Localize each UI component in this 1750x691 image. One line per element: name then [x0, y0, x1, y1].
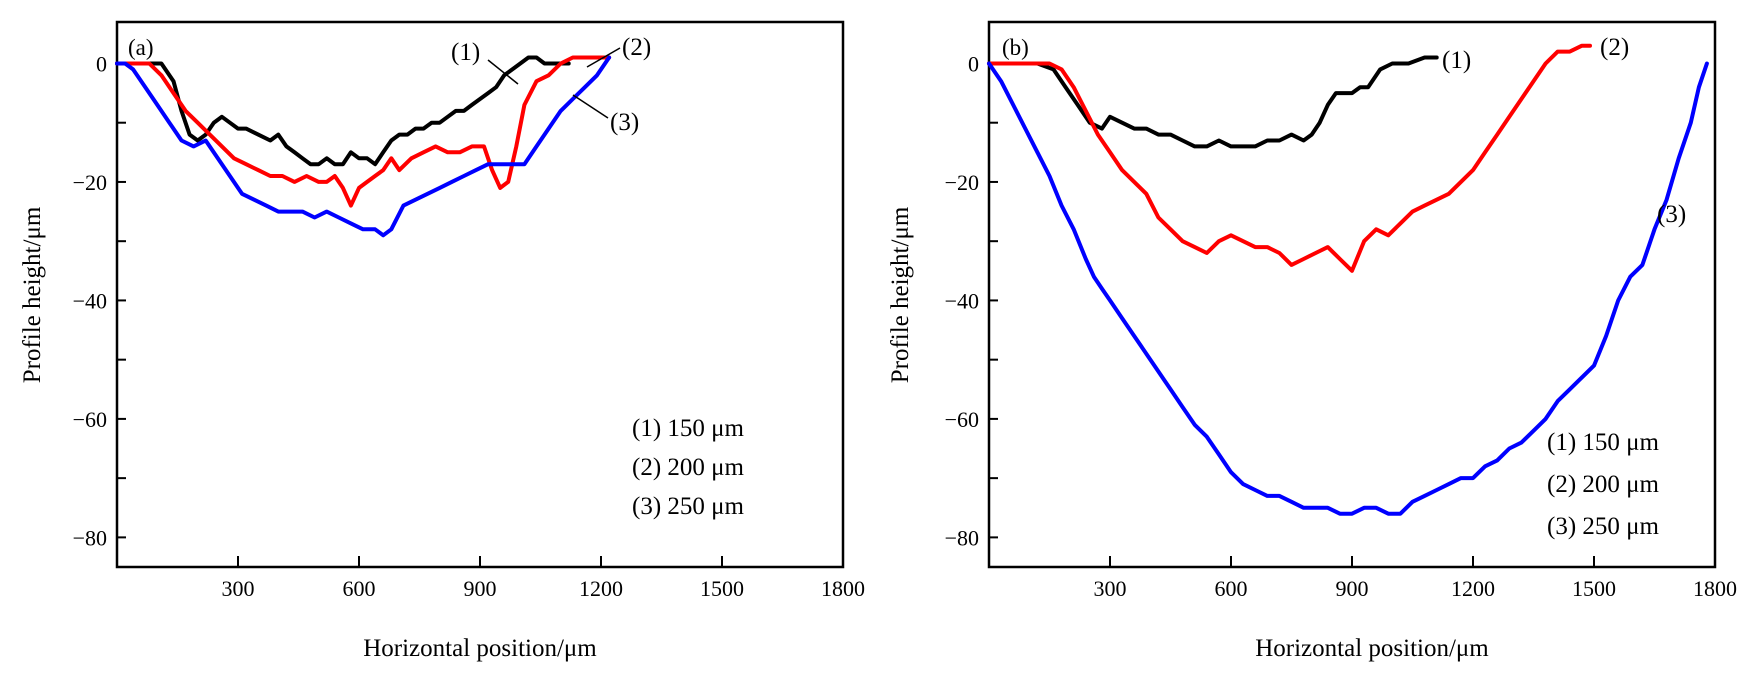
x-tick-label: 1800	[1693, 576, 1737, 601]
x-axis-title: Horizontal position/μm	[1255, 635, 1489, 662]
curve-label-3-leader	[572, 94, 609, 119]
chart-panel-b: 300 600 900 1200 1500 1800 0 −20 −40 −60 −80 (b) H…	[887, 20, 1737, 662]
x-tick-label: 900	[464, 576, 497, 601]
x-tick-label: 1500	[1572, 576, 1616, 601]
series-line-3	[115, 55, 612, 238]
panel-label: (b)	[1002, 35, 1029, 60]
series-line-3	[987, 61, 1709, 516]
legend-entry-3: (3) 250 μm	[632, 493, 745, 520]
x-tick-label: 1800	[821, 576, 865, 601]
chart-panel-a: 300 600 900 1200 1500 1800 0 −20 −40 −60 −80 (a) H…	[19, 20, 865, 662]
plot-frame	[115, 20, 845, 569]
curve-label-2: (2)	[622, 34, 651, 61]
curve-label-1: (1)	[1442, 47, 1471, 74]
legend-entry-2: (2) 200 μm	[1547, 471, 1660, 498]
x-tick-label: 300	[1094, 576, 1127, 601]
y-tick-label: −40	[73, 288, 107, 313]
y-tick-label: −80	[73, 525, 107, 550]
curve-labels: (1) (2) (3)	[451, 34, 651, 136]
series-line-1	[987, 55, 1439, 149]
curve-label-2-leader	[586, 47, 621, 68]
legend-entry-1: (1) 150 μm	[632, 415, 745, 442]
y-axis-title: Profile height/μm	[887, 206, 914, 383]
curve-labels: (1) (2) (3)	[1442, 34, 1686, 228]
y-tick-label: 0	[968, 51, 979, 76]
series-line-2	[115, 55, 612, 208]
series-line-1	[115, 55, 571, 167]
legend: (1) 150 μm (2) 200 μm (3) 250 μm	[1547, 429, 1660, 540]
curve-label-3: (3)	[610, 109, 639, 136]
x-tick-label: 600	[343, 576, 376, 601]
y-tick-label: −20	[945, 170, 979, 195]
curve-label-1-leader	[487, 59, 519, 85]
x-axis-title: Horizontal position/μm	[363, 635, 597, 662]
y-tick-label: −20	[73, 170, 107, 195]
series-line-2	[987, 43, 1592, 273]
x-tick-label: 1200	[579, 576, 623, 601]
x-tick-label: 600	[1215, 576, 1248, 601]
x-tick-label: 900	[1336, 576, 1369, 601]
curve-label-3: (3)	[1657, 201, 1686, 228]
x-tick-label: 300	[222, 576, 255, 601]
series-layer	[987, 43, 1709, 516]
legend-entry-2: (2) 200 μm	[632, 454, 745, 481]
y-tick-label: −60	[945, 407, 979, 432]
panel-label: (a)	[128, 35, 154, 60]
x-tick-label: 1200	[1451, 576, 1495, 601]
y-tick-label: −80	[945, 525, 979, 550]
legend-entry-3: (3) 250 μm	[1547, 513, 1660, 540]
series-layer	[115, 55, 612, 238]
legend: (1) 150 μm (2) 200 μm (3) 250 μm	[632, 415, 745, 520]
axis-ticks: 300 600 900 1200 1500 1800 0 −20 −40 −60 −80	[73, 51, 865, 601]
curve-label-2: (2)	[1600, 34, 1629, 61]
y-axis-title: Profile height/μm	[19, 206, 46, 383]
curve-label-1: (1)	[451, 39, 480, 66]
y-tick-label: −60	[73, 407, 107, 432]
y-tick-label: −40	[945, 288, 979, 313]
y-tick-label: 0	[96, 51, 107, 76]
axis-ticks: 300 600 900 1200 1500 1800 0 −20 −40 −60 −80	[945, 51, 1737, 601]
x-tick-label: 1500	[700, 576, 744, 601]
legend-entry-1: (1) 150 μm	[1547, 429, 1660, 456]
